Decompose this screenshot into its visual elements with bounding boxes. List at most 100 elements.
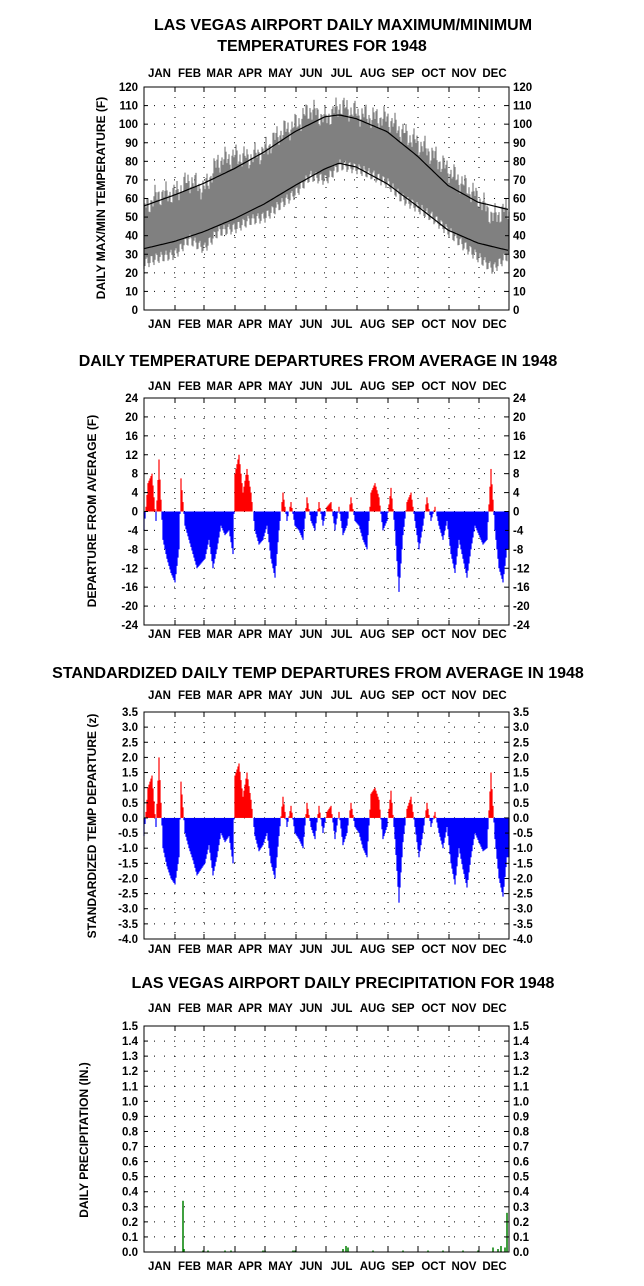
month-label-top: JUL (331, 68, 353, 80)
standardized-y-axis-label: STANDARDIZED TEMP DEPARTURE (z) (85, 714, 99, 939)
y-tick-label-left: 100 (119, 119, 138, 131)
y-tick-label-right: -3.0 (513, 904, 533, 916)
month-label-top: DEC (482, 1003, 506, 1015)
month-label-top: OCT (421, 1003, 445, 1015)
standardized-axes: 3.5 3.5 3.0 3.0 2.5 2.5 2.0 2.0 1.5 1.5 1.0 1.0 0.5 0… (118, 690, 533, 956)
standardized-panel: STANDARDIZED DAILY TEMP DEPARTURES FROM … (52, 665, 584, 956)
normal-min-line (143, 162, 509, 251)
y-tick-label-right: 1.0 (513, 783, 529, 795)
month-label-top: APR (238, 381, 263, 393)
month-label-top: OCT (421, 690, 445, 702)
month-label-top: NOV (452, 1003, 477, 1015)
plot-frame (143, 397, 510, 626)
y-tick-label-right: 10 (513, 286, 526, 298)
month-label-bottom: AUG (360, 629, 386, 641)
month-label-top: MAY (268, 381, 293, 393)
y-tick-label-left: 0.5 (122, 798, 139, 810)
y-tick-label-right: 0.0 (513, 813, 529, 825)
month-label-bottom: JAN (148, 1261, 171, 1273)
month-label-top: MAR (206, 68, 233, 80)
month-label-top: AUG (360, 1003, 386, 1015)
month-label-top: NOV (452, 381, 477, 393)
month-label-top: DEC (482, 68, 506, 80)
y-tick-label-left: 60 (125, 194, 138, 206)
y-tick-label-right: -4.0 (513, 934, 533, 946)
month-label-top: JUN (299, 1003, 322, 1015)
month-label-top: FEB (178, 1003, 201, 1015)
departure-chart-title: DAILY TEMPERATURE DEPARTURES FROM AVERAG… (79, 353, 558, 370)
month-label-top: SEP (391, 1003, 414, 1015)
month-label-top: FEB (178, 381, 201, 393)
y-tick-label-left: 0.4 (122, 1187, 139, 1199)
y-tick-label-left: 0 (132, 305, 138, 317)
y-tick-label-right: -2.0 (513, 873, 533, 885)
month-label-bottom: MAY (268, 319, 293, 331)
month-label-bottom: FEB (178, 629, 201, 641)
y-tick-label-right: 0.8 (513, 1126, 530, 1138)
precip-chart-title: LAS VEGAS AIRPORT DAILY PRECIPITATION FO… (132, 975, 555, 992)
y-tick-label-right: 2.5 (513, 737, 530, 749)
month-label-bottom: FEB (178, 1261, 201, 1273)
y-tick-label-right: -8 (513, 544, 524, 556)
standardized-chart-title: STANDARDIZED DAILY TEMP DEPARTURES FROM … (52, 665, 584, 682)
y-tick-label-left: 1.5 (122, 1021, 139, 1033)
month-label-bottom: FEB (178, 319, 201, 331)
month-label-top: MAY (268, 690, 293, 702)
month-label-top: JUL (331, 690, 353, 702)
y-tick-label-right: 0.1 (513, 1232, 530, 1244)
y-tick-label-right: -16 (513, 582, 530, 594)
y-tick-label-right: 8 (513, 469, 520, 481)
y-tick-label-left: 10 (125, 286, 138, 298)
y-tick-label-left: 12 (125, 450, 138, 462)
y-tick-label-left: 1.2 (122, 1066, 138, 1078)
y-tick-label-left: 0.5 (122, 1172, 139, 1184)
y-tick-label-right: 90 (513, 138, 526, 150)
month-label-bottom: OCT (421, 629, 445, 641)
month-label-top: SEP (391, 381, 414, 393)
y-tick-label-left: -24 (121, 620, 138, 632)
y-tick-label-right: 24 (513, 393, 526, 405)
month-label-bottom: DEC (482, 319, 506, 331)
departure-axes: 24 24 20 20 16 16 12 12 8 8 4 4 0 0 -4 -4 -8 -8 -12 -12 -16 -… (121, 381, 530, 641)
month-label-top: MAY (268, 68, 293, 80)
month-label-top: JAN (148, 68, 171, 80)
y-tick-label-left: 70 (125, 175, 138, 187)
y-tick-label-right: 0.2 (513, 1217, 529, 1229)
month-label-top: JUN (299, 381, 322, 393)
month-label-bottom: JAN (148, 319, 171, 331)
month-label-bottom: JUL (331, 944, 353, 956)
y-tick-label-left: 0 (132, 507, 138, 519)
y-tick-label-right: 1.5 (513, 1021, 530, 1033)
y-tick-label-left: 80 (125, 156, 138, 168)
y-tick-label-right: 110 (513, 101, 532, 113)
month-label-top: NOV (452, 68, 477, 80)
y-tick-label-right: -4 (513, 525, 524, 537)
y-tick-label-left: 110 (119, 101, 138, 113)
month-label-bottom: MAY (268, 944, 293, 956)
plot-frame (143, 711, 510, 940)
y-tick-label-right: 0.6 (513, 1157, 529, 1169)
y-tick-label-left: -4.0 (118, 934, 138, 946)
month-label-bottom: JUN (299, 944, 322, 956)
month-label-top: JAN (148, 690, 171, 702)
month-label-top: MAR (206, 690, 233, 702)
y-tick-label-right: 50 (513, 212, 526, 224)
precipitation-panel: LAS VEGAS AIRPORT DAILY PRECIPITATION FO… (77, 975, 555, 1273)
departure-panel: DAILY TEMPERATURE DEPARTURES FROM AVERAG… (79, 353, 558, 641)
y-tick-label-left: 50 (125, 212, 138, 224)
plot-frame (143, 1025, 510, 1253)
y-tick-label-right: -1.0 (513, 843, 533, 855)
precip-gridlines (144, 1025, 509, 1253)
month-label-top: FEB (178, 68, 201, 80)
month-label-top: OCT (421, 381, 445, 393)
y-tick-label-left: -4 (128, 525, 139, 537)
y-tick-label-right: 40 (513, 231, 526, 243)
month-label-bottom: APR (238, 1261, 263, 1273)
y-tick-label-right: 80 (513, 156, 526, 168)
plot-frame (143, 86, 510, 311)
y-tick-label-right: -12 (513, 563, 530, 575)
y-tick-label-right: 0.4 (513, 1187, 530, 1199)
month-label-bottom: MAR (206, 944, 233, 956)
y-tick-label-left: -2.5 (118, 889, 138, 901)
y-tick-label-right: -24 (513, 620, 530, 632)
